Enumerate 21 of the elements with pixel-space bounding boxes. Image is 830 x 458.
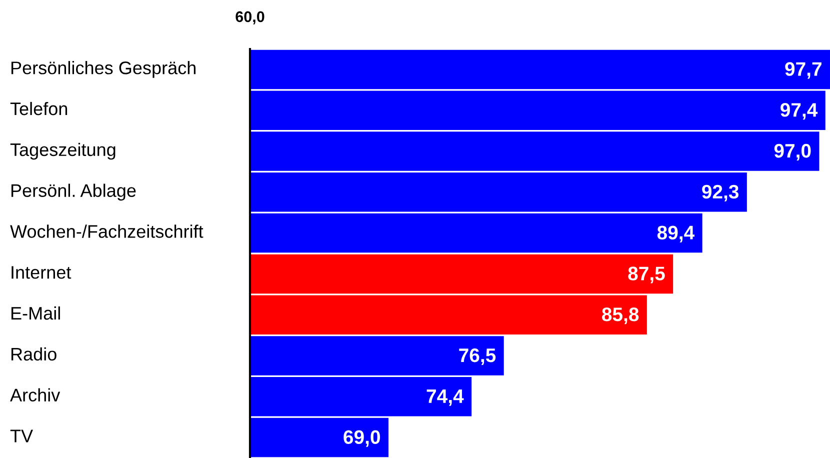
y-tick-label: Wochen-/Fachzeitschrift [10, 224, 204, 238]
y-tick-label: Radio [11, 347, 56, 361]
data-label: 76,5 [459, 348, 496, 366]
data-label: 92,3 [702, 184, 739, 202]
data-label: 69,0 [344, 430, 380, 447]
y-tick-label: Tageszeitung [10, 142, 116, 160]
text: 60,0 [236, 11, 264, 24]
data-label: 97,4 [780, 103, 818, 120]
y-tick-label: TV [10, 430, 33, 442]
y-tick-label: Telefon [10, 102, 68, 116]
y-tick-label: Persönliches Gespräch [11, 61, 196, 78]
data-label: 85,8 [602, 308, 639, 324]
y-tick-label: E-Mail [11, 306, 60, 320]
y-tick-label: Internet [12, 266, 72, 279]
data-label: 97,0 [774, 144, 811, 161]
data-label: 87,5 [628, 266, 665, 284]
data-label: 97,7 [785, 62, 822, 79]
data-label: 74,4 [426, 390, 464, 406]
y-tick-label: Archiv [10, 388, 60, 402]
data-label: 89,4 [657, 226, 695, 242]
y-tick-label: Persönl. Ablage [11, 184, 136, 201]
